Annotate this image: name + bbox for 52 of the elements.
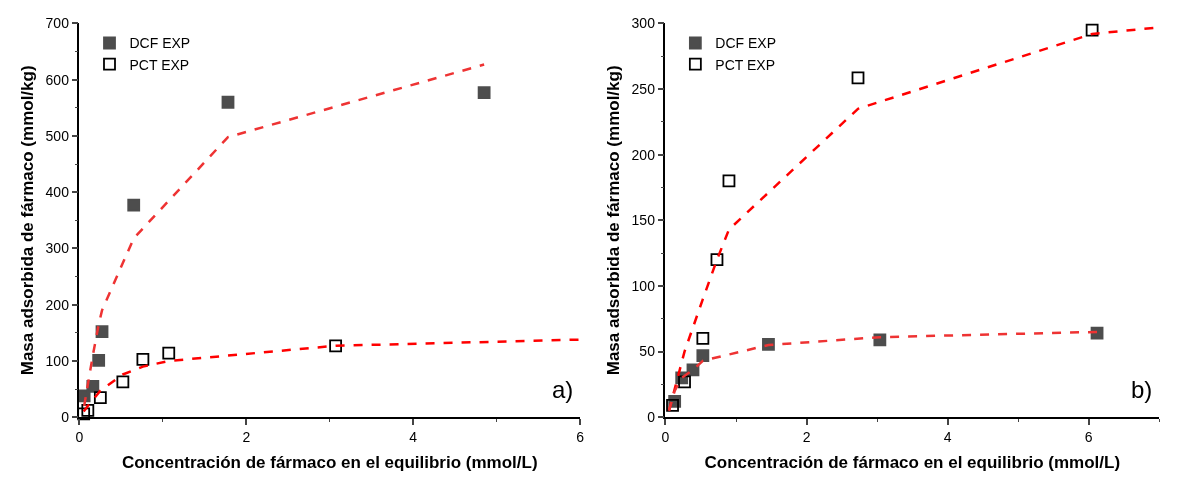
y-tick-label: 400 <box>45 184 70 201</box>
point <box>162 346 176 360</box>
point <box>221 95 235 109</box>
y-tick-label: 0 <box>61 409 70 426</box>
annotation: a) <box>552 376 574 403</box>
y-tick-label: 100 <box>45 352 70 369</box>
point <box>678 375 691 389</box>
point <box>127 198 141 212</box>
point <box>851 71 865 85</box>
point <box>666 399 679 412</box>
y-tick-label: 300 <box>631 15 656 32</box>
x-axis-title: Concentración de fármaco en el equilibrio (mmol/L) <box>121 452 538 472</box>
y-tick-label: 50 <box>639 343 656 360</box>
legend-label: DCF EXP <box>129 35 191 52</box>
y-tick-label: 200 <box>631 146 656 163</box>
x-tick-label: 6 <box>576 428 585 445</box>
y-tick-label: 500 <box>45 127 70 144</box>
point <box>710 253 724 267</box>
point <box>477 86 491 100</box>
point <box>92 354 106 367</box>
x-tick-label: 0 <box>75 428 84 445</box>
y-tick-label: 200 <box>45 296 70 313</box>
x-tick-label: 4 <box>943 428 952 445</box>
x-tick-label: 4 <box>409 428 418 445</box>
y-tick-label: 700 <box>45 15 70 32</box>
legend-label: PCT EXP <box>129 56 190 73</box>
x-tick-label: 0 <box>661 428 670 445</box>
point <box>77 407 91 421</box>
point <box>696 349 710 362</box>
point <box>136 352 150 366</box>
x-axis-title: Concentración de fármaco en el equilibrio (mmol/L) <box>704 452 1121 472</box>
point <box>696 332 710 345</box>
y-axis-title: Masa adsorbida de fármaco (mmol/kg) <box>603 65 623 376</box>
legend-label: DCF EXP <box>715 35 777 52</box>
point <box>81 404 95 417</box>
y-tick-label: 100 <box>631 277 656 294</box>
annotation: b) <box>1131 376 1153 403</box>
y-tick-label: 250 <box>631 81 656 97</box>
x-tick-label: 6 <box>1084 428 1093 445</box>
legend-label: PCT EXP <box>715 56 776 73</box>
y-tick-label: 300 <box>45 240 70 257</box>
point <box>329 339 343 353</box>
point <box>722 174 736 188</box>
point <box>116 375 130 389</box>
y-tick-label: 600 <box>45 71 70 88</box>
y-axis-title: Masa adsorbida de fármaco (mmol/kg) <box>17 65 37 376</box>
y-tick-label: 0 <box>647 409 656 426</box>
x-tick-label: 2 <box>802 428 811 445</box>
point <box>1085 23 1099 37</box>
x-tick-label: 2 <box>242 428 251 445</box>
point <box>93 391 107 404</box>
y-tick-label: 150 <box>631 212 656 229</box>
